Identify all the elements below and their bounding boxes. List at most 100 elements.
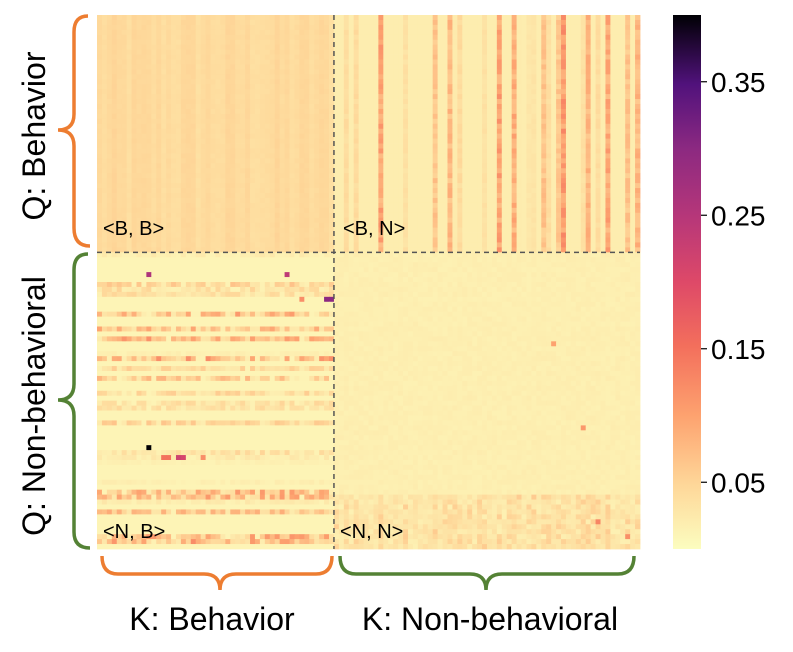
heatmap-cell xyxy=(353,44,360,51)
heatmap-cell xyxy=(250,143,256,149)
heatmap-cell xyxy=(106,89,113,95)
heatmap-cell xyxy=(279,207,285,214)
heatmap-cell xyxy=(131,153,137,159)
heatmap-cell xyxy=(333,183,340,189)
heatmap-cell xyxy=(442,153,448,159)
heatmap-cell xyxy=(97,158,103,164)
heatmap-cell xyxy=(546,158,552,164)
heatmap-cell xyxy=(121,193,128,199)
heatmap-cell xyxy=(269,34,276,41)
heatmap-cell xyxy=(501,197,508,204)
heatmap-cell xyxy=(289,64,295,70)
heatmap-cell xyxy=(625,34,631,41)
heatmap-cell xyxy=(304,188,310,194)
heatmap-cell xyxy=(259,237,266,243)
heatmap-cell xyxy=(101,188,108,194)
heatmap-cell xyxy=(141,39,147,46)
heatmap-cell xyxy=(274,19,281,26)
heatmap-cell xyxy=(605,15,611,21)
heatmap-cell xyxy=(126,143,132,149)
heatmap-cell xyxy=(486,227,493,233)
heatmap-cell xyxy=(329,163,335,169)
heatmap-cell xyxy=(551,133,557,140)
heatmap-cell xyxy=(546,34,552,41)
heatmap-cell xyxy=(452,188,458,194)
heatmap-cell xyxy=(486,173,493,179)
heatmap-cell xyxy=(546,79,552,85)
heatmap-cell xyxy=(378,69,384,75)
heatmap-cell xyxy=(329,143,335,149)
heatmap-cell xyxy=(358,108,364,115)
heatmap-cell xyxy=(309,212,315,219)
heatmap-cell xyxy=(240,207,246,214)
heatmap-cell xyxy=(526,148,532,154)
heatmap-cell xyxy=(106,34,113,41)
heatmap-cell xyxy=(625,89,631,95)
heatmap-cell xyxy=(279,212,285,219)
heatmap-cell xyxy=(250,178,256,184)
heatmap-cell xyxy=(240,217,246,224)
heatmap-cell xyxy=(200,64,206,70)
heatmap-cell xyxy=(294,153,300,159)
heatmap-cell xyxy=(378,39,384,46)
heatmap-cell xyxy=(215,163,221,169)
heatmap-cell xyxy=(590,15,596,21)
heatmap-cell xyxy=(171,222,177,229)
heatmap-cell xyxy=(403,108,409,115)
heatmap-cell xyxy=(284,178,290,184)
heatmap-cell xyxy=(610,173,616,179)
heatmap-cell xyxy=(329,133,335,140)
heatmap-cell xyxy=(427,143,434,149)
heatmap-cell xyxy=(235,49,241,55)
heatmap-cell xyxy=(121,237,128,243)
heatmap-cell xyxy=(398,19,404,26)
heatmap-cell xyxy=(447,49,453,55)
heatmap-cell xyxy=(333,212,340,219)
heatmap-cell xyxy=(531,133,537,140)
heatmap-cell xyxy=(324,15,330,21)
heatmap-cell xyxy=(180,232,187,238)
heatmap-cell xyxy=(625,133,631,140)
heatmap-cell xyxy=(635,173,641,179)
heatmap-cell xyxy=(575,153,582,159)
heatmap-cell xyxy=(477,202,483,209)
heatmap-cell xyxy=(195,89,202,95)
heatmap-cell xyxy=(620,44,626,51)
heatmap-cell xyxy=(590,69,596,75)
heatmap-cell xyxy=(166,59,172,65)
heatmap-cell xyxy=(294,123,300,130)
heatmap-cell xyxy=(324,202,330,209)
heatmap-cell xyxy=(427,212,434,219)
heatmap-cell xyxy=(126,128,132,135)
heatmap-cell xyxy=(521,34,527,41)
heatmap-cell xyxy=(412,138,419,144)
heatmap-cell xyxy=(442,54,448,60)
heatmap-cell xyxy=(403,197,409,204)
heatmap-cell xyxy=(348,108,355,115)
heatmap-cell xyxy=(304,207,310,214)
heatmap-cell xyxy=(521,232,527,238)
heatmap-cell xyxy=(363,158,369,164)
heatmap-cell xyxy=(427,207,434,214)
heatmap-cell xyxy=(565,118,572,125)
heatmap-cell xyxy=(274,89,281,95)
heatmap-cell xyxy=(383,227,389,233)
heatmap-cell xyxy=(368,54,374,60)
heatmap-cell xyxy=(101,19,108,26)
heatmap-cell xyxy=(625,128,631,135)
heatmap-cell xyxy=(363,104,369,110)
heatmap-cell xyxy=(274,232,281,238)
heatmap-cell xyxy=(190,19,197,26)
heatmap-cell xyxy=(575,64,582,70)
heatmap-cell xyxy=(630,79,636,85)
heatmap-cell xyxy=(333,79,340,85)
heatmap-cell xyxy=(180,74,187,80)
heatmap-cell xyxy=(121,163,128,169)
heatmap-cell xyxy=(565,178,572,184)
heatmap-cell xyxy=(175,217,182,224)
heatmap-cell xyxy=(250,113,256,120)
heatmap-cell xyxy=(388,64,394,70)
heatmap-cell xyxy=(388,143,394,149)
heatmap-cell xyxy=(472,178,478,184)
heatmap-cell xyxy=(116,143,123,149)
